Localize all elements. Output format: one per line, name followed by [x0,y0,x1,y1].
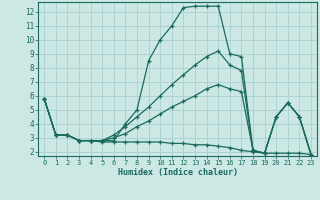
X-axis label: Humidex (Indice chaleur): Humidex (Indice chaleur) [118,168,238,177]
